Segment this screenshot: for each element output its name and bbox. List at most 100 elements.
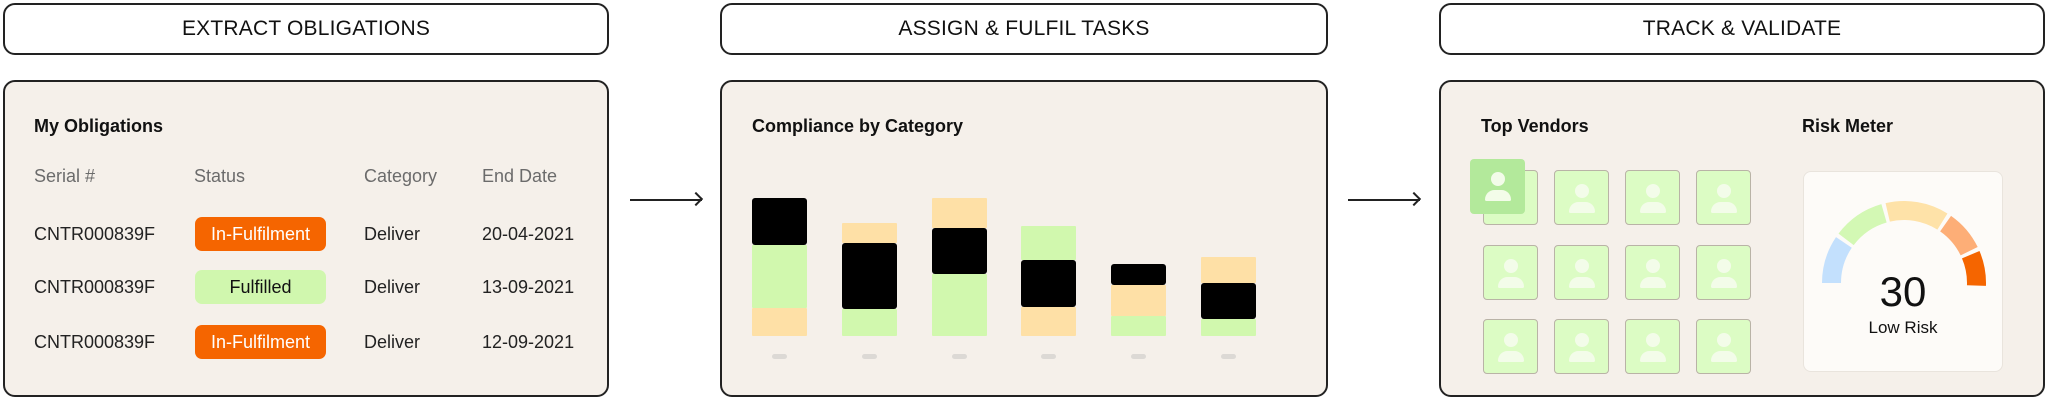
compliance-title: Compliance by Category <box>752 116 964 136</box>
person-body <box>1484 190 1511 201</box>
status-badge: In-Fulfilment <box>195 325 326 359</box>
person-head <box>1716 259 1731 273</box>
person-head <box>1645 333 1660 347</box>
arrow-right-icon <box>630 199 702 201</box>
vendor-avatar-tile[interactable] <box>1554 319 1609 374</box>
x-tick-label-placeholder <box>861 354 877 359</box>
step-header-track: TRACK & VALIDATE <box>1439 3 2045 55</box>
step-label: ASSIGN & FULFIL TASKS <box>898 17 1150 40</box>
bar-segment-orange <box>1111 285 1167 316</box>
bar-segment-green <box>1111 316 1167 336</box>
bar-segment-orange <box>1021 307 1077 336</box>
gauge-segment <box>1838 204 1887 246</box>
bar-segment-green <box>752 245 807 308</box>
arrow-right-icon <box>1348 199 1420 201</box>
vendor-avatar-tile[interactable] <box>1554 170 1609 225</box>
person-body <box>1710 351 1737 362</box>
step-label: TRACK & VALIDATE <box>1642 17 1842 40</box>
vendor-avatar-tile[interactable] <box>1696 319 1751 374</box>
vendor-avatar-tile[interactable] <box>1483 245 1538 300</box>
x-tick-label-placeholder <box>772 354 787 359</box>
bar-segment-green <box>1201 319 1256 336</box>
column-header-end-date: End Date <box>482 166 558 186</box>
vendor-avatar-tile[interactable] <box>1625 170 1680 225</box>
person-head <box>1503 333 1518 347</box>
vendor-avatar-tile[interactable] <box>1696 170 1751 225</box>
column-header-status: Status <box>194 166 246 186</box>
person-head <box>1716 333 1731 347</box>
gauge-segment <box>1940 215 1978 256</box>
bar-segment-orange <box>752 308 807 336</box>
gauge-segment <box>1885 201 1948 230</box>
person-head <box>1716 184 1731 198</box>
vendor-avatar-tile[interactable] <box>1696 245 1751 300</box>
x-tick-label-placeholder <box>951 354 967 359</box>
status-badge: In-Fulfilment <box>195 217 326 251</box>
person-head <box>1574 259 1589 273</box>
person-head <box>1574 333 1589 347</box>
person-body <box>1639 202 1666 213</box>
person-body <box>1710 277 1737 288</box>
column-header-category: Category <box>364 166 438 186</box>
serial-cell: CNTR000839F <box>34 224 156 244</box>
person-body <box>1639 277 1666 288</box>
person-head <box>1503 259 1518 273</box>
bar-segment-black <box>752 198 807 245</box>
bar-segment-black <box>841 243 897 309</box>
person-body <box>1710 202 1737 213</box>
bar-segment-orange <box>1201 257 1256 283</box>
status-badge: Fulfilled <box>195 270 326 304</box>
risk-label: Low Risk <box>1868 318 1938 337</box>
bar-segment-green <box>841 309 897 336</box>
x-tick-label-placeholder <box>1221 354 1236 359</box>
top-vendors-title: Top Vendors <box>1481 116 1589 136</box>
person-body <box>1497 277 1524 288</box>
serial-cell: CNTR000839F <box>34 332 156 352</box>
x-tick-label-placeholder <box>1131 354 1147 359</box>
risk-meter-panel: 30 Low Risk <box>1803 171 2003 372</box>
step-header-extract: EXTRACT OBLIGATIONS <box>3 3 609 55</box>
step-header-assign: ASSIGN & FULFIL TASKS <box>720 3 1328 55</box>
risk-gauge <box>1822 201 1986 286</box>
end-date-cell: 13-09-2021 <box>482 277 575 297</box>
compliance-card: Compliance by Category <box>720 80 1328 397</box>
category-cell: Deliver <box>364 332 421 352</box>
column-header-serial: Serial # <box>34 166 96 186</box>
bar-segment-black <box>1201 283 1256 319</box>
x-tick-label-placeholder <box>1041 354 1057 359</box>
category-cell: Deliver <box>364 277 421 297</box>
step-label: EXTRACT OBLIGATIONS <box>181 17 431 40</box>
track-card: Top Vendors Risk Meter 30 Low Risk <box>1439 80 2045 397</box>
bar-segment-black <box>931 228 987 274</box>
bar-segment-orange <box>931 198 987 228</box>
gauge-segment <box>1822 237 1852 283</box>
person-body <box>1568 277 1595 288</box>
end-date-cell: 12-09-2021 <box>482 332 575 352</box>
person-body <box>1568 351 1595 362</box>
serial-cell: CNTR000839F <box>34 277 156 297</box>
person-head <box>1574 184 1589 198</box>
person-head <box>1490 172 1505 186</box>
obligations-card: My Obligations Serial # Status Category … <box>3 80 609 397</box>
person-body <box>1639 351 1666 362</box>
bar-segment-black <box>1111 264 1167 285</box>
bar-segment-orange <box>841 223 897 243</box>
bar-segment-green <box>931 274 987 336</box>
risk-meter-title: Risk Meter <box>1802 116 1894 136</box>
vendor-avatar-tile[interactable] <box>1483 319 1538 374</box>
vendor-avatar-tile[interactable] <box>1625 245 1680 300</box>
obligations-title: My Obligations <box>34 116 164 136</box>
person-body <box>1497 351 1524 362</box>
person-body <box>1568 202 1595 213</box>
risk-value: 30 <box>1879 268 1927 315</box>
end-date-cell: 20-04-2021 <box>482 224 575 244</box>
person-head <box>1645 184 1660 198</box>
person-head <box>1645 259 1660 273</box>
category-cell: Deliver <box>364 224 421 244</box>
vendor-avatar-tile[interactable] <box>1625 319 1680 374</box>
gauge-segment <box>1961 250 1986 286</box>
vendor-avatar-tile-selected[interactable] <box>1470 159 1525 214</box>
bar-segment-green <box>1021 226 1077 260</box>
bar-segment-black <box>1021 260 1077 307</box>
vendor-avatar-tile[interactable] <box>1554 245 1609 300</box>
